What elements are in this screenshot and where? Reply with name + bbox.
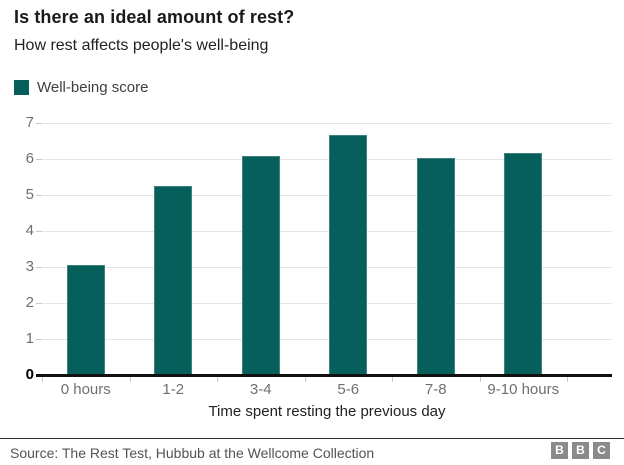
gridline (42, 158, 612, 160)
x-axis-tick (304, 377, 306, 382)
gridline (42, 230, 612, 232)
gridline (42, 302, 612, 304)
y-axis-label: 1 (25, 330, 34, 347)
x-axis-label: 5-6 (337, 381, 360, 398)
footer-divider (0, 438, 624, 439)
x-axis-label: 7-8 (424, 381, 447, 398)
bbc-logo-letter: C (593, 442, 610, 459)
legend: Well-being score (14, 79, 148, 96)
y-axis-tick (36, 122, 42, 124)
bbc-logo-letter: B (551, 442, 568, 459)
legend-label: Well-being score (37, 79, 149, 96)
y-axis-tick (36, 230, 42, 232)
y-axis-label: 0 (25, 366, 34, 383)
source-attribution: Source: The Rest Test, Hubbub at the Wel… (10, 445, 375, 461)
y-axis-label: 3 (25, 258, 34, 275)
gridline (42, 338, 612, 340)
x-axis-tick (129, 377, 131, 382)
legend-swatch-icon (14, 80, 29, 95)
x-axis-tick (42, 377, 43, 382)
x-axis-label: 0 hours (60, 381, 111, 398)
x-axis-line (36, 374, 612, 377)
chart-subtitle: How rest affects people's well-being (14, 37, 269, 54)
bar (416, 157, 455, 375)
x-axis-tick (479, 377, 481, 382)
y-axis-label: 2 (25, 294, 34, 311)
gridline (42, 266, 612, 268)
x-axis-label: 9-10 hours (487, 381, 560, 398)
y-axis-tick (36, 158, 42, 160)
y-axis-tick (36, 302, 42, 304)
bbc-logo: B B C (551, 442, 610, 459)
bar (154, 186, 193, 375)
x-axis-label: 1-2 (162, 381, 185, 398)
x-axis-tick (217, 377, 218, 382)
chart-title: Is there an ideal amount of rest? (14, 7, 295, 27)
y-axis-label: 4 (25, 222, 34, 239)
bar (66, 264, 105, 375)
bbc-logo-letter: B (572, 442, 589, 459)
x-axis-label: 3-4 (249, 381, 272, 398)
bar (241, 156, 280, 375)
bar (329, 134, 368, 375)
x-axis-title: Time spent resting the previous day (208, 403, 446, 420)
y-axis-label: 6 (25, 150, 34, 167)
gridline (42, 194, 612, 196)
bar (504, 152, 543, 375)
gridline (42, 122, 612, 124)
y-axis-tick (36, 266, 42, 268)
y-axis-tick (36, 194, 42, 196)
x-axis-tick (567, 377, 568, 382)
y-axis-label: 5 (25, 186, 34, 203)
y-axis-label: 7 (25, 114, 34, 131)
y-axis-tick (36, 338, 42, 340)
x-axis-tick (392, 377, 393, 382)
